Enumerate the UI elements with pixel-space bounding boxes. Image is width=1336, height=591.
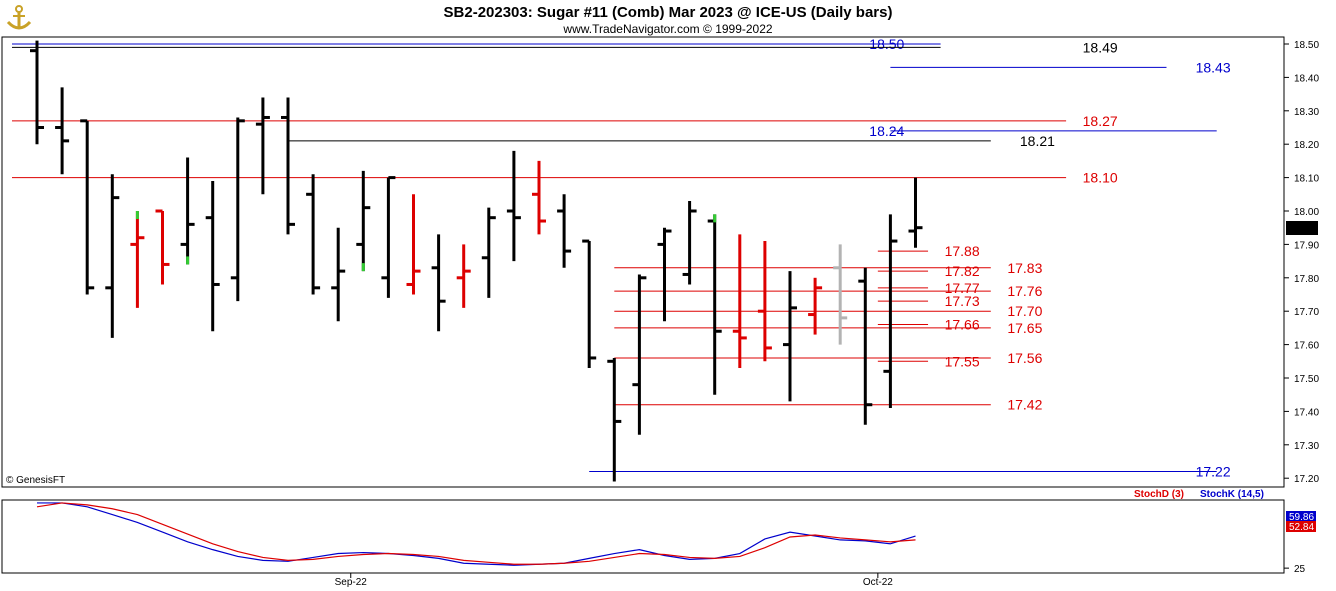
y-tick-label: 17.70 [1294,307,1319,318]
stochk-value: 59.86 [1289,512,1314,523]
y-tick-label: 17.40 [1294,407,1319,418]
level-label: 17.65 [1007,320,1042,336]
stoch-line [37,502,916,566]
gold-anchor-icon [4,4,34,32]
copyright-label: © GenesisFT [6,475,65,486]
level-label: 17.56 [1007,350,1042,366]
level-label: 17.55 [945,353,980,369]
current-price-label: 17.95 [1290,224,1315,235]
y-tick-label: 17.90 [1294,240,1319,251]
level-label: 17.88 [945,243,980,259]
x-tick-label: Sep-22 [335,577,368,588]
level-label: 18.21 [1020,133,1055,149]
level-label: 18.10 [1083,170,1118,186]
stochd-value-box [1286,521,1316,532]
level-label: 17.22 [1196,464,1231,480]
y-tick-label: 17.80 [1294,274,1319,285]
y-tick-label: 17.30 [1294,441,1319,452]
level-label: 17.82 [945,263,980,279]
level-label: 18.49 [1083,39,1118,55]
stoch-line [36,502,916,565]
y-tick-label: 17.60 [1294,341,1319,352]
y-tick-label: 18.00 [1294,207,1319,218]
y-tick-label: 17.50 [1294,374,1319,385]
legend-stochd: StochD (3) [1134,489,1184,500]
y-tick-label: 18.10 [1294,174,1319,185]
level-label: 18.50 [869,36,904,52]
stochastic-pane [1,499,1285,574]
stochk-value-box [1286,511,1316,522]
level-label: 18.43 [1196,59,1231,75]
y-tick-label: 18.30 [1294,107,1319,118]
level-label: 17.66 [945,317,980,333]
level-label: 17.77 [945,280,980,296]
level-label: 17.83 [1007,260,1042,276]
stoch-y-tick: 25 [1294,564,1306,575]
level-label: 18.24 [869,123,904,139]
level-label: 17.76 [1007,283,1042,299]
stochd-value: 52.84 [1289,522,1314,533]
level-label: 18.27 [1083,113,1118,129]
x-tick-label: Oct-22 [863,577,893,588]
level-label: 17.73 [945,293,980,309]
y-tick-label: 18.20 [1294,140,1319,151]
y-tick-label: 18.50 [1294,40,1319,51]
level-label: 17.70 [1007,303,1042,319]
y-tick-label: 17.20 [1294,474,1319,485]
level-label: 17.42 [1007,397,1042,413]
current-price-box [1286,221,1318,235]
legend-stochk: StochK (14,5) [1200,489,1264,500]
y-tick-label: 18.40 [1294,73,1319,84]
chart-subtitle: www.TradeNavigator.com © 1999-2022 [562,22,772,36]
chart-title: SB2-202303: Sugar #11 (Comb) Mar 2023 @ … [444,4,893,21]
price-pane [1,36,1285,488]
